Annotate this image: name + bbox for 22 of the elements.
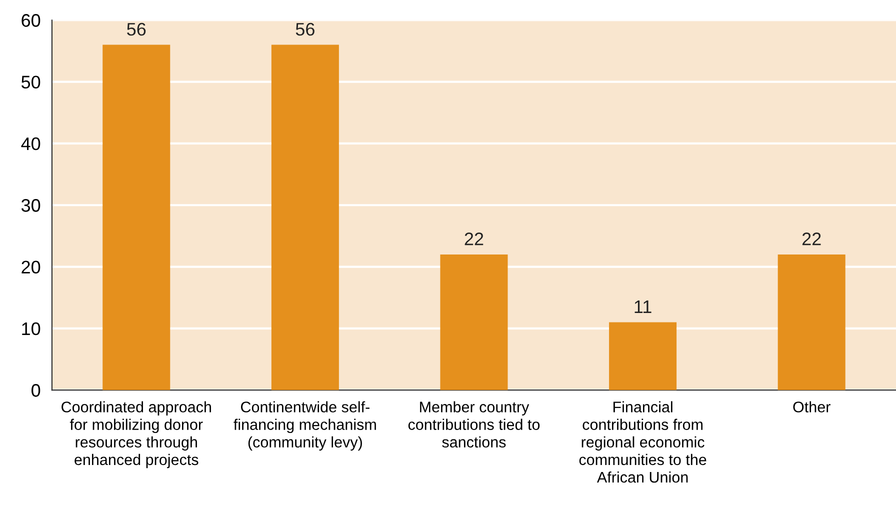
x-tick-label: Coordinated approach for mobilizing donor resources through enhanced projects — [62, 401, 211, 468]
x-tick-label: Financial contributions from regional economic communities to the African Union — [579, 401, 706, 483]
data-label: 56 — [127, 22, 146, 36]
bar — [271, 44, 339, 390]
data-label: 11 — [634, 300, 652, 313]
bar — [778, 254, 846, 390]
y-tick-label: 50 — [22, 76, 40, 89]
bar — [440, 254, 508, 390]
data-label: 22 — [802, 232, 821, 246]
bar — [102, 44, 170, 390]
y-tick-label: 60 — [22, 14, 40, 27]
y-tick-label: 0 — [32, 384, 40, 397]
bar — [609, 322, 677, 390]
y-tick-label: 10 — [22, 322, 40, 336]
x-tick-label: Member country contributions tied to sanctions — [408, 401, 540, 448]
y-tick-label: 40 — [21, 137, 40, 150]
x-tick-label: Other — [793, 401, 830, 412]
x-tick-label: Continentwide self- financing mechanism (community levy) — [234, 401, 376, 451]
data-label: 56 — [296, 22, 314, 36]
y-tick-label: 30 — [21, 199, 40, 212]
y-tick-label: 20 — [22, 260, 40, 274]
data-label: 22 — [464, 232, 484, 246]
